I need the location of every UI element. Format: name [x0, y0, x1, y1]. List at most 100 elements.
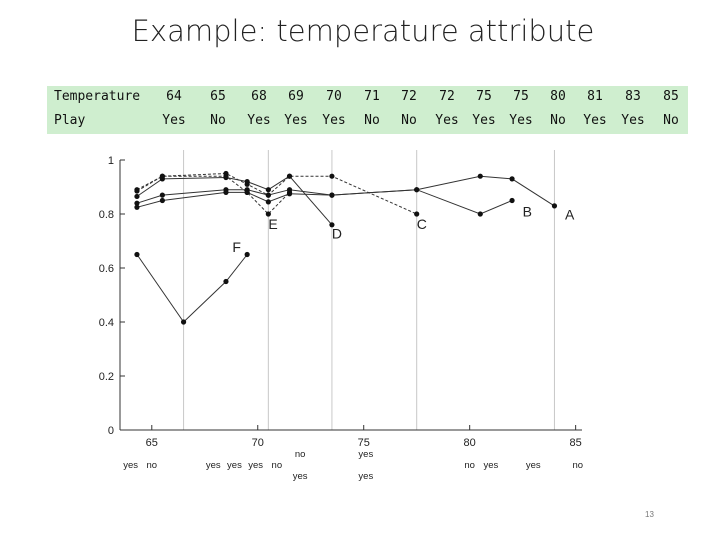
series-point-b — [265, 199, 271, 205]
series-point-a — [551, 203, 558, 209]
series-point-e — [159, 173, 165, 179]
temperature-value: 81 — [587, 89, 603, 104]
x-tick-label: 85 — [570, 437, 582, 449]
class-label: no — [272, 460, 283, 471]
temperature-value: 65 — [210, 89, 226, 104]
class-label: no — [295, 449, 306, 460]
temperature-value: 80 — [550, 89, 566, 104]
temperature-value: 83 — [625, 89, 641, 104]
series-point-d — [244, 179, 250, 185]
x-tick-label: 75 — [358, 437, 370, 449]
y-tick-label: 0.4 — [99, 317, 114, 329]
play-value: No — [364, 113, 380, 128]
play-value: Yes — [509, 113, 533, 128]
x-tick-label: 65 — [146, 437, 158, 449]
series-point-a — [477, 173, 483, 179]
play-value: No — [210, 113, 226, 128]
class-label: yes — [358, 449, 373, 460]
temperature-row-label: Temperature — [54, 89, 141, 104]
series-point-f — [223, 278, 229, 285]
class-label: yes — [227, 460, 242, 471]
series-line-a — [136, 175, 555, 207]
slide-title: Example: temperature attribute — [131, 14, 595, 48]
class-label: yes — [483, 460, 498, 471]
series-line-f — [136, 254, 248, 323]
play-value: Yes — [435, 113, 459, 128]
play-value: No — [663, 113, 679, 128]
class-label: yes — [526, 460, 541, 471]
series-point-d — [286, 173, 293, 179]
series-point-b — [509, 197, 515, 204]
series-point-b — [329, 192, 335, 198]
play-value: No — [550, 113, 566, 128]
play-value: No — [401, 113, 417, 128]
class-label: yes — [358, 471, 373, 482]
series-point-e — [244, 189, 250, 195]
class-label: no — [572, 460, 583, 471]
temperature-row: Temperature 64 65 68 69 70 71 72 72 75 75 80 81 83 85 — [47, 89, 688, 109]
y-tick-label: 0.2 — [99, 371, 114, 383]
x-tick-label: 80 — [464, 437, 476, 449]
series-point-c — [329, 173, 335, 179]
series-line-c — [136, 172, 417, 215]
curve-label-a: A — [565, 206, 575, 222]
series-point-e — [223, 173, 229, 179]
curve-label-f: F — [232, 239, 241, 255]
play-row-label: Play — [54, 113, 86, 128]
series-point-e — [134, 187, 140, 193]
play-value: Yes — [322, 113, 346, 128]
temperature-value: 85 — [663, 89, 679, 104]
temperature-value: 64 — [166, 89, 182, 104]
curve-label-e: E — [268, 216, 277, 232]
series-point-f — [134, 251, 140, 258]
temperature-value: 70 — [326, 89, 342, 104]
class-label: no — [464, 460, 475, 471]
series-point-a — [509, 176, 515, 182]
temperature-value: 72 — [439, 89, 455, 104]
y-tick-label: 0.6 — [99, 263, 114, 275]
play-value: Yes — [247, 113, 271, 128]
series-line-b — [136, 189, 513, 215]
curve-label-c: C — [417, 216, 427, 232]
series-point-d — [134, 193, 140, 200]
class-label: no — [146, 460, 157, 471]
y-tick-label: 1 — [108, 155, 114, 167]
temperature-value: 75 — [476, 89, 492, 104]
play-value: Yes — [583, 113, 607, 128]
series-point-d — [329, 222, 335, 228]
play-value: Yes — [621, 113, 645, 128]
temperature-value: 75 — [513, 89, 529, 104]
series-line-e — [136, 175, 290, 215]
series-point-d — [265, 187, 271, 193]
y-tick-label: 0.8 — [99, 209, 114, 221]
series-point-b — [159, 197, 165, 204]
x-tick-label: 70 — [252, 437, 264, 449]
curve-label-d: D — [332, 225, 342, 241]
series-point-f — [244, 251, 250, 258]
attribute-table: Temperature 64 65 68 69 70 71 72 72 75 75 80 81 83 85… — [47, 86, 688, 134]
curve-label-b: B — [523, 204, 532, 220]
play-value: Yes — [472, 113, 496, 128]
temperature-value: 69 — [288, 89, 304, 104]
series-point-a — [159, 192, 165, 198]
series-point-f — [180, 319, 187, 325]
series-point-b — [134, 204, 140, 210]
class-label: yes — [293, 471, 308, 482]
series-point-e — [286, 189, 293, 195]
play-value: Yes — [284, 113, 308, 128]
play-value: Yes — [162, 113, 186, 128]
play-row: Play Yes No Yes Yes Yes No No Yes Yes Yes No Yes Yes… — [47, 113, 688, 133]
class-label: yes — [123, 460, 138, 471]
page-number: 13 — [645, 510, 654, 519]
y-tick-label: 0 — [108, 425, 114, 437]
temperature-value: 72 — [401, 89, 417, 104]
series-point-b — [414, 187, 420, 193]
series-point-c — [414, 211, 420, 217]
temperature-value: 71 — [364, 89, 380, 104]
series-point-b — [477, 211, 483, 217]
series-point-e — [265, 211, 271, 217]
class-label: yes — [206, 460, 221, 471]
class-label: yes — [248, 460, 263, 471]
series-point-b — [223, 189, 229, 195]
